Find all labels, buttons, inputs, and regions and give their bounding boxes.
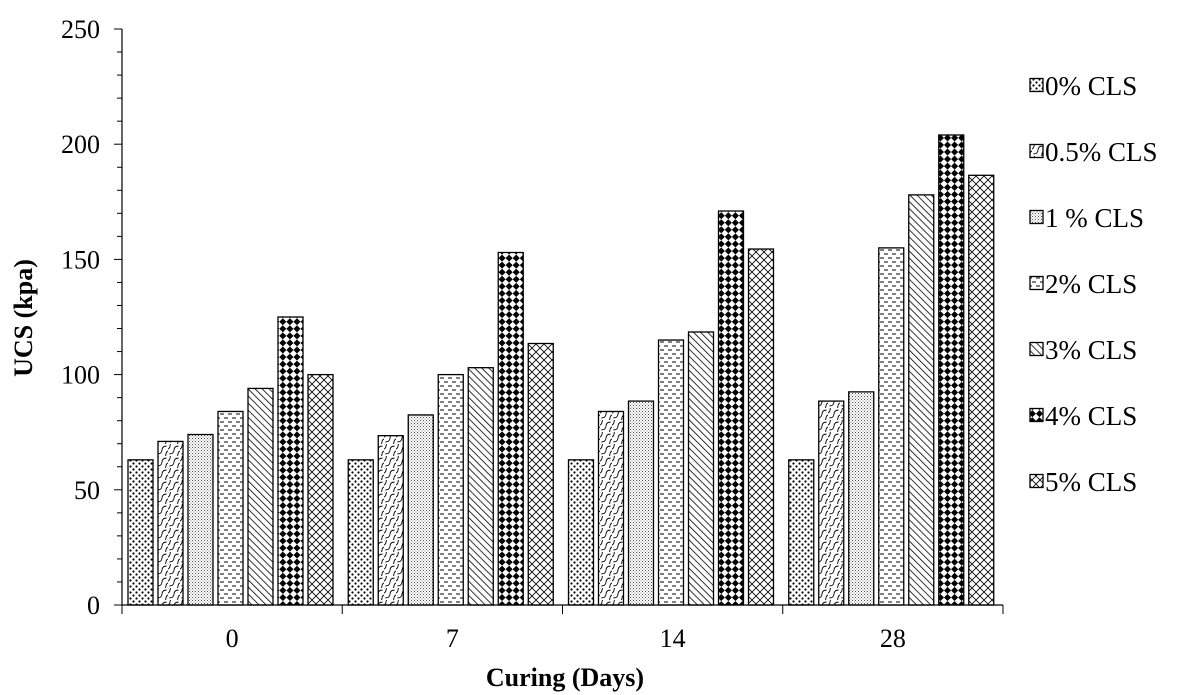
x-tick-label: 14 [660, 624, 686, 653]
bar-28-0cls [788, 459, 815, 606]
y-tick-label: 150 [61, 245, 100, 274]
bar-7-4cls [497, 251, 524, 606]
bar-28-0.5cls [818, 400, 845, 606]
y-tick-label: 250 [61, 15, 100, 44]
legend-swatch [1029, 209, 1044, 225]
bar-0-1cls [187, 433, 214, 606]
legend-swatch [1029, 341, 1044, 357]
x-tick-label: 0 [226, 624, 239, 653]
legend: 0% CLS 0.5% CLS 1 % CLS 2% CLS 3% CLS 4% CLS 5… [1029, 71, 1158, 497]
legend-label: 3% CLS [1045, 335, 1137, 365]
bar-7-0cls [347, 459, 374, 606]
bar-0-0cls [127, 459, 154, 606]
bar-7-2cls [437, 373, 464, 606]
bar-0-3cls [247, 387, 274, 606]
axes: 0 50 100 150 200 250 0 7 14 28 [61, 15, 1004, 653]
bar-7-3cls [467, 367, 494, 606]
x-axis-title: Curing (Days) [486, 663, 644, 692]
legend-label: 2% CLS [1045, 269, 1137, 299]
bar-28-5cls [968, 174, 995, 606]
bar-14-5cls [747, 248, 775, 606]
bar-7-5cls [527, 342, 554, 606]
x-tick-label: 7 [446, 624, 459, 653]
legend-swatch [1029, 407, 1044, 423]
legend-label: 0.5% CLS [1045, 137, 1158, 167]
bar-0-2cls [217, 410, 244, 606]
bar-28-4cls [938, 134, 965, 606]
bar-14-2cls [657, 339, 685, 606]
legend-label: 5% CLS [1045, 467, 1137, 497]
legend-label: 4% CLS [1045, 401, 1137, 431]
legend-swatch [1029, 473, 1044, 489]
bar-0-0.5cls [157, 440, 184, 606]
bar-14-3cls [687, 331, 715, 606]
y-axis-title: UCS (kpa) [9, 259, 38, 377]
legend-label: 1 % CLS [1045, 203, 1144, 233]
bar-7-1cls [407, 414, 434, 606]
bar-0-4cls [277, 316, 304, 606]
y-tick-label: 100 [61, 361, 100, 390]
bar-7-0.5cls [377, 435, 404, 606]
legend-swatch [1029, 275, 1044, 291]
x-tick-label: 28 [880, 624, 906, 653]
y-tick-label: 50 [74, 476, 100, 505]
bar-28-3cls [908, 194, 935, 606]
legend-swatch [1029, 77, 1044, 93]
bar-14-0cls [567, 459, 595, 606]
bar-14-0.5cls [597, 410, 625, 606]
legend-label: 0% CLS [1045, 71, 1137, 101]
bar-0-5cls [307, 373, 334, 606]
bar-14-1cls [627, 400, 655, 606]
legend-swatch [1029, 143, 1044, 159]
bar-28-1cls [848, 391, 875, 606]
y-tick-label: 200 [61, 130, 100, 159]
bar-14-4cls [717, 210, 745, 606]
plot-area [127, 134, 995, 606]
y-tick-label: 0 [87, 591, 100, 620]
bar-28-2cls [878, 247, 905, 606]
